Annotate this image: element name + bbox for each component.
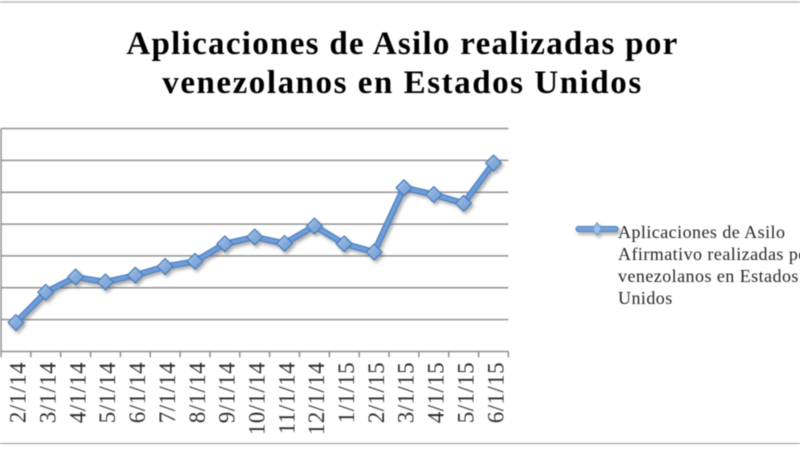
svg-text:11/1/14: 11/1/14 <box>274 362 299 434</box>
svg-text:2/1/15: 2/1/15 <box>364 362 389 423</box>
svg-text:12/1/14: 12/1/14 <box>304 362 329 435</box>
svg-text:9/1/14: 9/1/14 <box>215 362 240 423</box>
svg-text:8/1/14: 8/1/14 <box>185 362 210 423</box>
svg-text:4/1/15: 4/1/15 <box>424 362 449 423</box>
svg-text:1/1/15: 1/1/15 <box>334 362 359 423</box>
svg-text:5/1/14: 5/1/14 <box>95 362 120 423</box>
svg-text:7/1/14: 7/1/14 <box>155 362 180 423</box>
svg-text:3/1/15: 3/1/15 <box>394 362 419 423</box>
svg-text:3/1/14: 3/1/14 <box>36 362 61 423</box>
svg-text:6/1/14: 6/1/14 <box>125 362 150 423</box>
svg-text:2/1/14: 2/1/14 <box>6 362 31 423</box>
svg-text:6/1/15: 6/1/15 <box>483 362 508 423</box>
svg-text:10/1/14: 10/1/14 <box>245 362 270 435</box>
svg-text:4/1/14: 4/1/14 <box>65 362 90 423</box>
svg-text:5/1/15: 5/1/15 <box>453 362 478 423</box>
